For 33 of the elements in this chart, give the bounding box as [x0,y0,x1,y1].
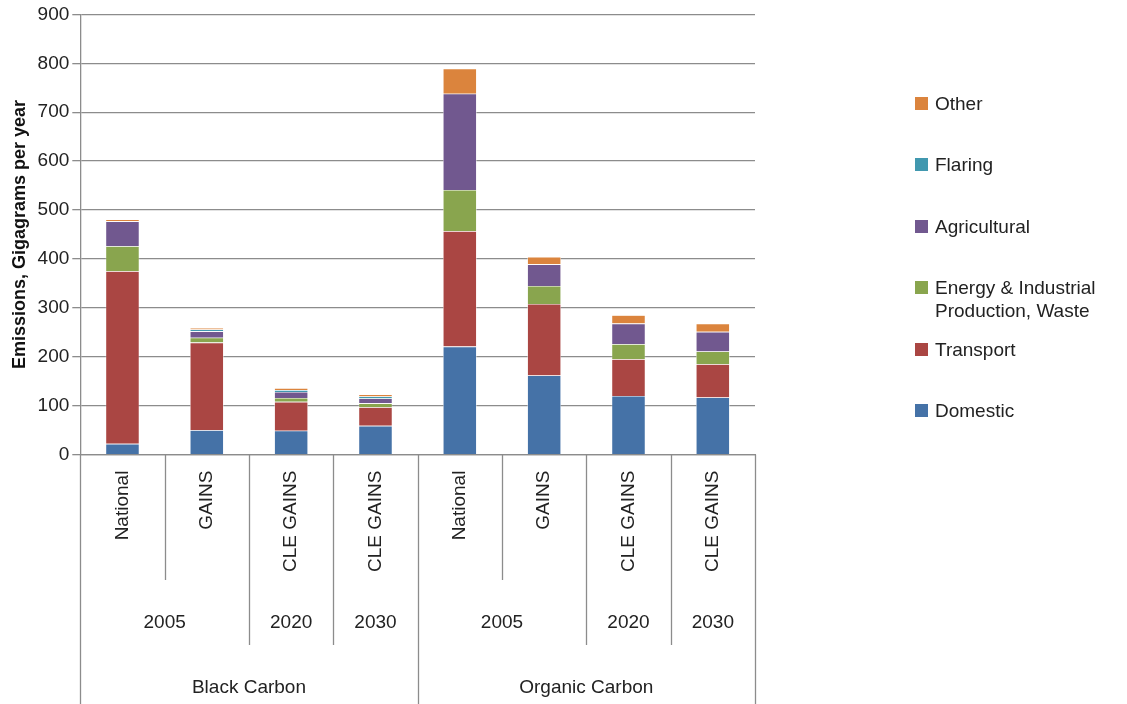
y-tick-label: 900 [37,2,70,24]
x-tick-label: CLE GAINS [701,470,723,573]
y-tick-label: 100 [37,393,70,415]
legend-label: Domestic [934,398,1016,423]
text: Organic Carbon [519,676,654,698]
text: 2020 [607,611,650,633]
text: Black Carbon [191,676,307,698]
text: 2030 [691,611,734,633]
text: 2005 [143,611,186,633]
y-tick-label: 500 [37,198,70,220]
legend-label: Flaring [934,153,995,178]
y-axis-title: Emissions, Gigagrams per year [8,99,29,370]
y-tick-label: 700 [37,100,70,122]
x-tick-label: GAINS [532,470,554,530]
legend-label: Other [934,92,984,116]
y-tick-label: 400 [37,247,70,269]
text: 2005 [480,611,524,633]
legend-label: Energy & Industrial Production, Waste [934,276,1097,324]
x-tick-label: CLE GAINS [279,470,301,573]
text: 2020 [270,611,313,633]
y-tick-label: 200 [37,345,70,367]
x-tick-label: GAINS [195,470,217,530]
x-tick-label: National [110,470,132,541]
text: 2030 [354,611,397,633]
legend-label: Transport [934,337,1017,362]
y-tick-label: 300 [37,296,70,318]
x-tick-label: CLE GAINS [616,470,638,573]
x-tick-label: CLE GAINS [363,470,385,573]
legend-label: Agricultural [934,214,1032,239]
x-tick-label: National [448,470,470,541]
y-tick-label: 0 [58,442,70,464]
y-tick-label: 800 [37,51,70,73]
y-tick-label: 600 [37,149,70,171]
